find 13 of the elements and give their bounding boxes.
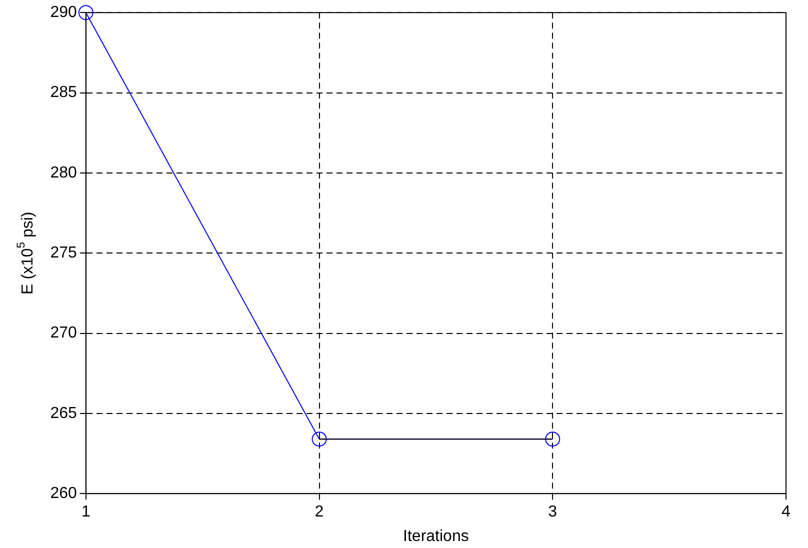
y-tick-label: 275 <box>50 244 77 262</box>
y-tick-label: 270 <box>50 324 77 342</box>
y-axis-title: E (x105 psi) <box>16 212 36 294</box>
y-tick-label: 265 <box>50 404 77 422</box>
y-tick-label: 280 <box>50 164 77 182</box>
x-tick-label: 2 <box>314 504 324 521</box>
y-tick-label: 290 <box>50 4 77 22</box>
y-tick-label: 260 <box>50 485 77 502</box>
x-tick-label: 1 <box>81 504 90 521</box>
x-tick-label: 3 <box>548 504 558 521</box>
x-tick-label: 4 <box>782 504 791 521</box>
y-tick-label: 285 <box>50 84 77 102</box>
x-axis-title: Iterations <box>403 528 469 545</box>
